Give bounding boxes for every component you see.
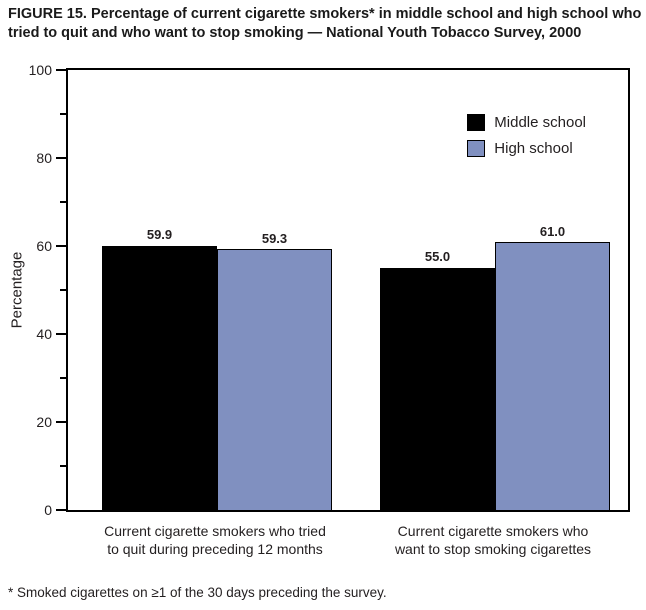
plot-area: Middle school High school 59.9 59.3 55.0… bbox=[66, 68, 630, 512]
y-major-tick-mark bbox=[56, 69, 66, 71]
x-category-line: Current cigarette smokers who bbox=[397, 523, 589, 539]
bar-value-label: 61.0 bbox=[539, 224, 566, 239]
bar-middle-school-want-to-stop: 55.0 bbox=[380, 249, 495, 510]
y-major-tick-mark bbox=[56, 421, 66, 423]
bar-group-tried-to-quit: 59.9 59.3 bbox=[102, 70, 332, 510]
bar-middle-school-tried-to-quit: 59.9 bbox=[102, 227, 217, 510]
y-tick-label: 0 bbox=[44, 502, 52, 518]
y-tick-label: 40 bbox=[36, 326, 52, 342]
bar-high-school-tried-to-quit: 59.3 bbox=[217, 231, 332, 510]
bar-value-label: 59.3 bbox=[261, 231, 288, 246]
y-minor-tick-mark bbox=[60, 201, 66, 203]
x-category-label-want-to-stop: Current cigarette smokers who want to st… bbox=[343, 522, 643, 559]
legend-swatch-middle-school-icon bbox=[467, 114, 486, 131]
y-minor-tick-mark bbox=[60, 377, 66, 379]
y-tick-label: 20 bbox=[36, 414, 52, 430]
legend: Middle school High school bbox=[467, 114, 586, 166]
y-tick-label: 100 bbox=[28, 62, 52, 78]
y-minor-tick-mark bbox=[60, 289, 66, 291]
y-minor-tick-mark bbox=[60, 465, 66, 467]
y-major-tick-mark bbox=[56, 333, 66, 335]
x-category-line: want to stop smoking cigarettes bbox=[394, 541, 592, 558]
x-category-label-tried-to-quit: Current cigarette smokers who tried to q… bbox=[65, 522, 365, 559]
y-axis-title: Percentage bbox=[8, 251, 26, 329]
y-tick-label: 60 bbox=[36, 238, 52, 254]
bar-group-want-to-stop: 55.0 61.0 bbox=[380, 70, 610, 510]
y-major-tick-mark bbox=[56, 509, 66, 511]
y-tick-label: 80 bbox=[36, 150, 52, 166]
legend-label-middle-school: Middle school bbox=[494, 114, 586, 131]
legend-item-high-school: High school bbox=[467, 140, 586, 157]
bar-high-school-want-to-stop: 61.0 bbox=[495, 224, 610, 510]
bar-value-label: 59.9 bbox=[146, 227, 173, 242]
y-minor-tick-mark bbox=[60, 113, 66, 115]
footnote: * Smoked cigarettes on ≥1 of the 30 days… bbox=[8, 585, 387, 600]
x-category-line: to quit during preceding 12 months bbox=[107, 541, 323, 558]
y-major-tick-mark bbox=[56, 245, 66, 247]
legend-item-middle-school: Middle school bbox=[467, 114, 586, 131]
legend-swatch-high-school-icon bbox=[467, 140, 486, 157]
legend-label-high-school: High school bbox=[494, 140, 573, 157]
bar-value-label: 55.0 bbox=[424, 249, 451, 264]
figure-title: FIGURE 15. Percentage of current cigaret… bbox=[8, 6, 642, 41]
y-major-tick-mark bbox=[56, 157, 66, 159]
x-category-line: Current cigarette smokers who tried bbox=[104, 523, 326, 539]
